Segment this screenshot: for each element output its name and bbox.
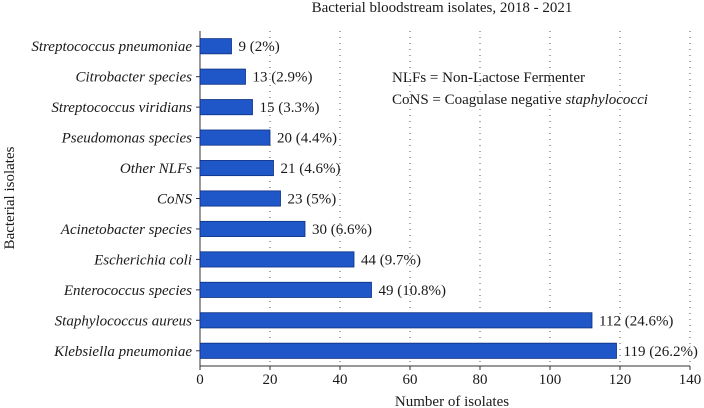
y-axis-ticks: Streptococcus pneumoniae Citrobacter spec… [31, 39, 200, 360]
category-label: Escherichia coli [93, 252, 192, 268]
category-label: Enterococcus species [63, 283, 192, 299]
bar [199, 220, 306, 237]
data-label: 21 (4.6%) [281, 161, 341, 177]
bar [199, 312, 593, 329]
data-label: 20 (4.4%) [277, 131, 337, 147]
chart-title: Bacterial bloodstream isolates, 2018 - 2… [312, 0, 573, 16]
data-label: 9 (2%) [239, 39, 280, 55]
category-label: Citrobacter species [75, 70, 192, 86]
bar [199, 281, 372, 298]
category-label: Streptococcus pneumoniae [31, 39, 192, 55]
bars [199, 38, 617, 359]
category-label: Streptococcus viridians [51, 100, 192, 116]
bar [199, 190, 281, 207]
x-tick-label: 20 [263, 372, 278, 388]
x-axis-ticks: 0 20 40 60 80 100 120 140 [196, 366, 701, 388]
x-tick-label: 0 [196, 372, 204, 388]
bar [199, 251, 355, 268]
bar [199, 342, 617, 359]
category-label: Acinetobacter species [60, 222, 192, 238]
legend-note-nlf: NLFs = Non-Lactose Fermenter [392, 70, 585, 86]
y-axis-title: Bacterial isolates [2, 146, 18, 249]
bar [199, 160, 274, 177]
category-label: Pseudomonas species [61, 131, 193, 147]
x-tick-label: 120 [609, 372, 632, 388]
data-label: 49 (10.8%) [379, 283, 447, 299]
bar [199, 99, 253, 116]
x-tick-label: 80 [473, 372, 488, 388]
data-label: 119 (26.2%) [624, 344, 698, 360]
x-tick-label: 100 [539, 372, 562, 388]
category-label: CoNS [157, 192, 193, 208]
category-label: Staphylococcus aureus [55, 313, 192, 329]
data-label: 30 (6.6%) [312, 222, 372, 238]
bar [199, 68, 246, 85]
bar [199, 38, 232, 55]
data-labels: 9 (2%) 13 (2.9%) 15 (3.3%) 20 (4.4%) 21 (4.6… [239, 39, 698, 360]
data-label: 15 (3.3%) [260, 100, 320, 116]
data-label: 44 (9.7%) [361, 252, 421, 268]
x-tick-label: 60 [403, 372, 418, 388]
category-label: Other NLFs [120, 161, 192, 177]
data-label: 23 (5%) [288, 192, 337, 208]
bar [199, 129, 271, 146]
x-axis-title: Number of isolates [395, 394, 509, 408]
data-label: 13 (2.9%) [253, 70, 313, 86]
x-tick-label: 40 [333, 372, 348, 388]
category-label: Klebsiella pneumoniae [53, 344, 192, 360]
legend-note-cons: CoNS = Coagulase negative staphylococci [392, 92, 648, 108]
data-label: 112 (24.6%) [599, 313, 673, 329]
x-tick-label: 140 [679, 372, 702, 388]
